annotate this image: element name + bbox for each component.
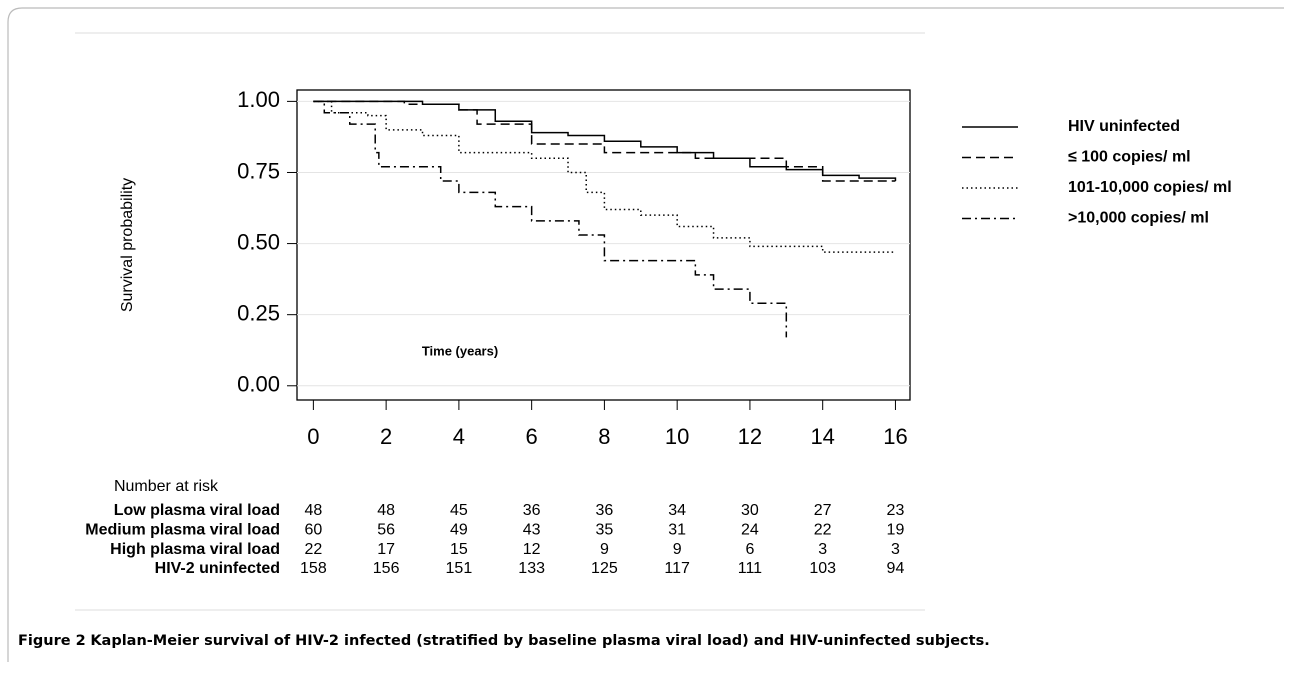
frame [7, 7, 1284, 662]
risk-value: 9 [600, 541, 609, 558]
risk-value: 9 [673, 541, 682, 558]
risk-value: 22 [304, 541, 322, 558]
risk-value: 111 [738, 560, 762, 577]
risk-row-label: HIV-2 uninfected [155, 560, 280, 577]
x-tick-label: 6 [526, 424, 538, 449]
risk-table-title: Number at risk [114, 478, 219, 495]
y-tick-label: 0.25 [237, 300, 280, 325]
risk-value: 24 [741, 522, 759, 539]
risk-value: 117 [664, 560, 690, 577]
risk-value: 60 [304, 522, 322, 539]
risk-value: 31 [668, 522, 686, 539]
y-tick-label: 0.75 [237, 158, 280, 183]
legend-label: HIV uninfected [1068, 118, 1180, 135]
risk-value: 22 [814, 522, 832, 539]
risk-row-label: Low plasma viral load [114, 502, 280, 519]
y-tick-label: 0.50 [237, 229, 280, 254]
survival-curve [313, 100, 897, 182]
survival-curve [313, 100, 896, 253]
risk-row-label: High plasma viral load [110, 541, 280, 558]
survival-curve [313, 100, 788, 338]
risk-value: 48 [377, 502, 395, 519]
x-tick-label: 12 [738, 424, 762, 449]
survival-curve [313, 100, 896, 182]
risk-value: 36 [596, 502, 614, 519]
risk-value: 36 [523, 502, 541, 519]
risk-value: 125 [591, 560, 618, 577]
x-tick-label: 16 [883, 424, 907, 449]
risk-value: 19 [887, 522, 905, 539]
risk-value: 6 [745, 541, 754, 558]
x-tick-label: 14 [810, 424, 834, 449]
risk-value: 43 [523, 522, 541, 539]
risk-value: 17 [377, 541, 395, 558]
legend-label: 101-10,000 copies/ ml [1068, 179, 1232, 196]
risk-value: 156 [373, 560, 400, 577]
risk-value: 30 [741, 502, 759, 519]
risk-value: 34 [668, 502, 686, 519]
risk-value: 49 [450, 522, 468, 539]
risk-value: 56 [377, 522, 395, 539]
annotation: Time (years) [422, 343, 498, 358]
risk-value: 151 [446, 560, 473, 577]
risk-value: 3 [891, 541, 900, 558]
x-tick-label: 8 [598, 424, 610, 449]
y-axis-label: Survival probability [119, 178, 136, 312]
legend-label: ≤ 100 copies/ ml [1068, 149, 1191, 166]
x-tick-label: 4 [453, 424, 465, 449]
x-tick-label: 2 [380, 424, 392, 449]
caption-text: Kaplan-Meier survival of HIV-2 infected … [90, 633, 989, 649]
risk-value: 35 [596, 522, 614, 539]
risk-value: 12 [523, 541, 541, 558]
risk-value: 158 [300, 560, 327, 577]
legend-label: >10,000 copies/ ml [1068, 210, 1209, 227]
x-tick-label: 10 [665, 424, 689, 449]
risk-value: 27 [814, 502, 832, 519]
risk-value: 15 [450, 541, 468, 558]
y-tick-label: 0.00 [237, 372, 280, 397]
caption: Figure 2 Kaplan-Meier survival of HIV-2 … [18, 633, 990, 649]
risk-value: 3 [818, 541, 827, 558]
y-tick-label: 1.00 [237, 87, 280, 112]
risk-value: 48 [304, 502, 322, 519]
risk-value: 23 [887, 502, 905, 519]
plot-frame [296, 89, 911, 401]
risk-row-label: Medium plasma viral load [85, 522, 280, 539]
risk-value: 133 [518, 560, 545, 577]
risk-value: 45 [450, 502, 468, 519]
risk-value: 103 [809, 560, 836, 577]
caption-label: Figure 2 [18, 633, 86, 649]
risk-value: 94 [887, 560, 905, 577]
x-tick-label: 0 [307, 424, 319, 449]
